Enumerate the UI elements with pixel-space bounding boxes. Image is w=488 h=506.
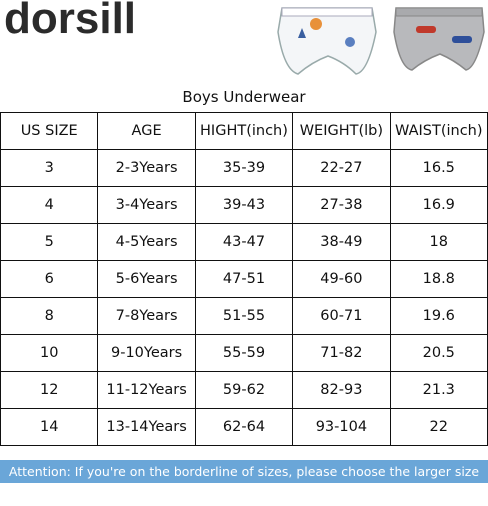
column-header: HIGHT(inch)	[194, 112, 294, 150]
table-cell: 14	[0, 408, 99, 446]
table-cell: 10	[0, 334, 99, 372]
table-cell: 55-59	[194, 334, 294, 372]
print	[452, 36, 472, 43]
print	[345, 37, 355, 47]
brand: dorsill	[4, 0, 137, 43]
table-cell: 21.3	[389, 371, 488, 409]
print	[310, 18, 322, 30]
table-row: 10 9-10Years 55-59 71-82 20.5	[0, 334, 488, 372]
table-cell: 47-51	[194, 260, 294, 298]
table-cell: 19.6	[389, 297, 488, 335]
waistband	[281, 7, 373, 17]
table-cell: 3-4Years	[97, 186, 196, 224]
table-cell: 13-14Years	[97, 408, 196, 446]
table-cell: 35-39	[194, 149, 294, 187]
column-header: AGE	[97, 112, 196, 150]
table-cell: 51-55	[194, 297, 294, 335]
column-header: WAIST(inch)	[389, 112, 488, 150]
underwear-gray	[393, 7, 485, 71]
table-cell: 6	[0, 260, 99, 298]
attention-note: Attention: If you're on the borderline o…	[0, 460, 488, 502]
table-row: 5 4-5Years 43-47 38-49 18	[0, 223, 488, 261]
table-cell: 3	[0, 149, 99, 187]
print	[298, 28, 306, 38]
table-cell: 59-62	[194, 371, 294, 409]
table-cell: 93-104	[292, 408, 391, 446]
table-cell: 11-12Years	[97, 371, 196, 409]
table-cell: 39-43	[194, 186, 294, 224]
table-cell: 5	[0, 223, 99, 261]
table-body: 3 2-3Years 35-39 22-27 16.5 4 3-4Years 39-43 27-…	[0, 149, 488, 446]
column-header: WEIGHT(lb)	[292, 112, 391, 150]
table-cell: 43-47	[194, 223, 294, 261]
column-header: US SIZE	[0, 112, 99, 150]
table-cell: 16.5	[389, 149, 488, 187]
header-row: US SIZE AGE HIGHT(inch) WEIGHT(lb) WAIST(inc…	[0, 112, 488, 150]
table-cell: 62-64	[194, 408, 294, 446]
table-cell: 5-6Years	[97, 260, 196, 298]
table-cell: 22-27	[292, 149, 391, 187]
waistband	[395, 7, 483, 17]
table-cell: 4	[0, 186, 99, 224]
table-cell: 71-82	[292, 334, 391, 372]
table-row: 12 11-12Years 59-62 82-93 21.3	[0, 371, 488, 409]
table-cell: 38-49	[292, 223, 391, 261]
table-cell: 9-10Years	[97, 334, 196, 372]
table-cell: 82-93	[292, 371, 391, 409]
table-cell: 22	[389, 408, 488, 446]
table-cell: 60-71	[292, 297, 391, 335]
table-cell: 27-38	[292, 186, 391, 224]
underwear-white	[277, 7, 377, 75]
table-row: 14 13-14Years 62-64 93-104 22	[0, 408, 488, 446]
table-cell: 12	[0, 371, 99, 409]
size-table: US SIZE AGE HIGHT(inch) WEIGHT(lb) WAIST(inc…	[0, 112, 488, 446]
table-cell: 20.5	[389, 334, 488, 372]
table-row: 4 3-4Years 39-43 27-38 16.9	[0, 186, 488, 224]
table-cell: 16.9	[389, 186, 488, 224]
table-row: 3 2-3Years 35-39 22-27 16.5	[0, 149, 488, 187]
table-cell: 2-3Years	[97, 149, 196, 187]
table-cell: 8	[0, 297, 99, 335]
print	[416, 26, 436, 33]
table-cell: 4-5Years	[97, 223, 196, 261]
table-row: 8 7-8Years 51-55 60-71 19.6	[0, 297, 488, 335]
table-row: 6 5-6Years 47-51 49-60 18.8	[0, 260, 488, 298]
table-title: Boys Underwear	[182, 88, 306, 106]
product-images	[277, 7, 485, 75]
page: {"header": {"brand": "dorsill", "title":…	[0, 0, 488, 483]
table-cell: 49-60	[292, 260, 391, 298]
table-cell: 7-8Years	[97, 297, 196, 335]
table-cell: 18.8	[389, 260, 488, 298]
table-cell: 18	[389, 223, 488, 261]
